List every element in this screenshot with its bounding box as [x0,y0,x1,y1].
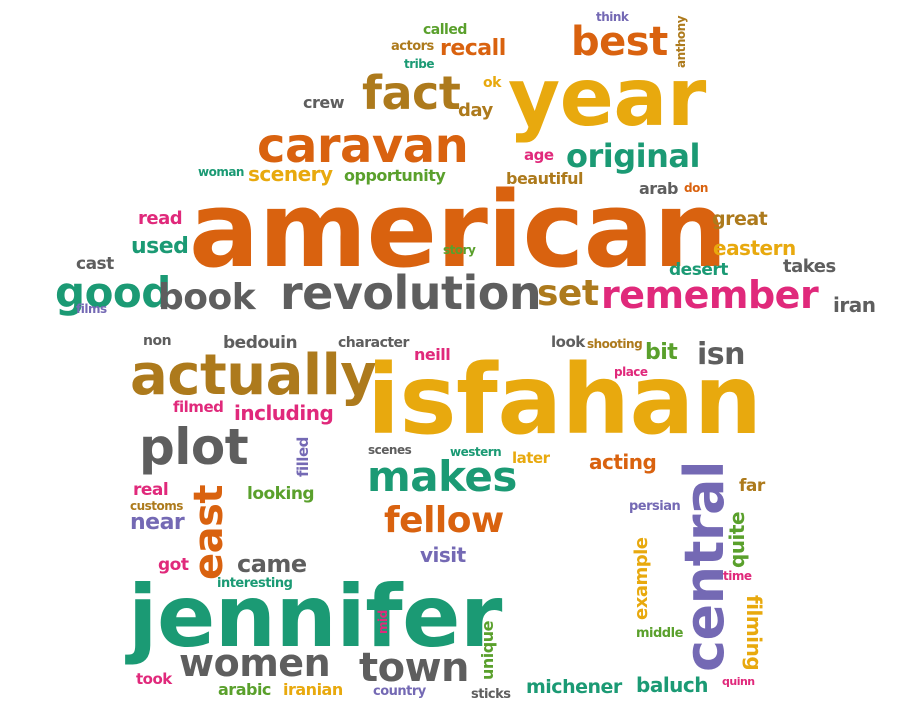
word-actually: actually [130,343,377,408]
word-jennifer: jennifer [128,567,502,667]
word-makes: makes [367,452,517,501]
word-including: including [234,401,334,425]
word-desert: desert [669,260,728,280]
word-look: look [551,333,585,351]
word-took: took [136,670,172,688]
word-women: women [179,641,331,685]
word-american: american [189,169,727,291]
word-arabic: arabic [218,680,271,699]
word-middle: middle [636,626,683,641]
word-looking: looking [247,484,315,504]
word-character: character [338,335,409,351]
word-ok: ok [483,75,501,91]
word-time: time [723,569,752,583]
word-opportunity: opportunity [344,166,446,185]
word-used: used [131,234,189,259]
word-revolution: revolution [280,266,542,320]
word-beautiful: beautiful [506,169,583,188]
word-example: example [631,537,652,620]
word-bit: bit [645,340,678,365]
word-persian: persian [629,499,681,514]
word-quinn: quinn [722,675,755,688]
word-iran: iran [833,293,876,317]
word-woman: woman [198,165,244,179]
word-best: best [571,19,668,65]
word-takes: takes [783,256,836,277]
word-isfahan: isfahan [367,344,762,456]
word-remember: remember [601,273,819,317]
word-town: town [359,645,470,691]
word-near: near [130,510,185,535]
word-good: good [55,268,171,317]
word-fellow: fellow [384,500,504,541]
word-arab: arab [639,179,678,198]
word-fact: fact [362,66,461,120]
word-set: set [537,273,599,314]
word-actors: actors [391,39,434,54]
word-got: got [158,555,189,575]
word-far: far [739,476,765,496]
word-year: year [508,51,706,144]
word-place: place [614,365,648,379]
word-plot: plot [139,418,249,476]
word-filmed: filmed [173,398,224,416]
word-eastern: eastern [713,236,796,260]
word-cast: cast [76,254,114,274]
word-visit: visit [420,543,466,567]
word-sticks: sticks [471,687,511,702]
word-original: original [566,137,700,175]
word-shooting: shooting [587,337,643,351]
word-read: read [138,208,183,229]
word-western: western [450,445,502,459]
word-filming: filming [742,595,766,671]
word-mid: mid [376,610,390,634]
word-don: don [684,181,708,195]
word-great: great [712,208,768,230]
word-acting: acting [589,450,657,474]
word-interesting: interesting [217,576,293,591]
word-isn: isn [697,337,746,372]
word-country: country [373,684,426,699]
word-quite: quite [725,511,749,568]
word-later: later [512,449,550,467]
word-east: east [186,484,232,580]
word-customs: customs [130,499,183,513]
word-story: story [443,243,476,257]
word-book: book [158,277,256,318]
word-caravan: caravan [257,118,469,174]
word-day: day [458,100,493,121]
word-came: came [237,550,307,578]
word-michener: michener [526,676,622,698]
word-recall: recall [440,36,506,61]
word-scenery: scenery [248,162,333,186]
word-think: think [596,10,629,24]
word-scenes: scenes [368,443,412,457]
word-filled: filled [294,437,312,477]
word-called: called [423,22,467,38]
word-central: central [673,461,736,672]
word-crew: crew [303,93,345,112]
word-tribe: tribe [404,57,435,71]
word-neill: neill [414,345,451,364]
word-non: non [143,333,172,349]
word-iranian: iranian [283,680,343,699]
word-unique: unique [478,621,497,680]
word-baluch: baluch [636,673,709,697]
word-films: films [76,302,107,316]
word-age: age [524,146,554,164]
word-real: real [133,480,169,500]
word-bedouin: bedouin [223,333,298,353]
